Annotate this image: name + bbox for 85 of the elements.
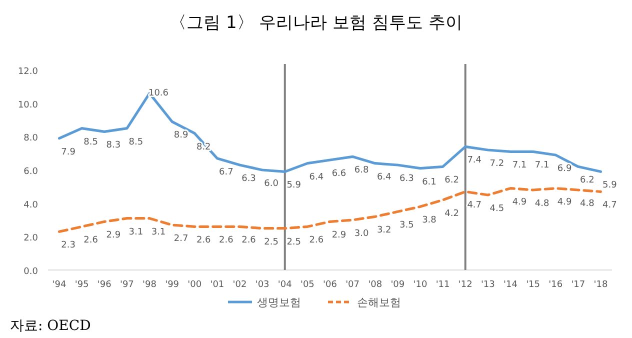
data-label: 6.3: [400, 174, 414, 184]
data-label: 2.6: [219, 236, 234, 246]
data-label: 4.7: [602, 200, 617, 211]
data-label: 3.1: [128, 227, 144, 238]
data-label: 8.3: [106, 140, 121, 151]
legend-label: 손해보험: [357, 296, 401, 309]
data-label: 6.7: [219, 167, 234, 178]
y-tick-label: 4.0: [24, 200, 38, 210]
data-label: 6.9: [557, 164, 572, 174]
y-tick-label: 0.0: [24, 267, 38, 277]
data-label: 2.6: [309, 236, 324, 246]
data-label: 7.9: [61, 147, 76, 158]
data-label: 2.3: [61, 240, 76, 251]
data-label: 6.2: [444, 176, 459, 186]
data-label: 7.1: [512, 160, 527, 171]
data-label: 2.6: [196, 236, 212, 246]
x-tick-label: '17: [571, 280, 586, 290]
legend-label: 생명보험: [257, 296, 301, 309]
data-label: 2.6: [242, 236, 256, 246]
data-label: 5.9: [286, 180, 302, 191]
data-label: 2.5: [286, 237, 302, 248]
data-label: 3.0: [354, 229, 369, 239]
x-tick-label: '08: [368, 280, 382, 290]
x-tick-label: '94: [52, 280, 67, 290]
x-tick-label: '11: [436, 280, 450, 290]
data-label: 6.4: [376, 172, 392, 182]
data-label: 2.7: [174, 234, 188, 244]
data-label: 2.9: [332, 230, 346, 241]
x-tick-label: '09: [390, 280, 405, 290]
y-tick-label: 8.0: [24, 134, 38, 144]
data-label: 4.5: [490, 204, 504, 214]
data-label: 3.2: [376, 226, 392, 236]
data-label: 3.5: [400, 220, 414, 231]
data-label: 8.5: [84, 137, 98, 148]
x-tick-label: '18: [594, 280, 608, 290]
x-tick-label: '14: [504, 280, 518, 290]
data-label: 5.9: [602, 180, 618, 191]
data-label: 4.9: [512, 197, 527, 208]
x-tick-label: '16: [548, 280, 563, 290]
data-label: 7.1: [534, 160, 550, 171]
data-label: 6.8: [354, 166, 369, 176]
data-label: 8.5: [128, 137, 144, 148]
x-tick-label: '03: [255, 280, 270, 290]
x-tick-label: '04: [278, 280, 292, 290]
data-label: 3.8: [422, 216, 437, 226]
data-label: 3.1: [151, 227, 166, 238]
x-tick-label: '98: [142, 280, 157, 290]
x-tick-label: '95: [74, 280, 89, 290]
y-tick-label: 6.0: [24, 167, 38, 177]
data-label: 10.6: [148, 88, 169, 98]
data-label: 6.6: [332, 169, 346, 179]
x-tick-label: '01: [210, 280, 224, 290]
x-tick-label: '06: [323, 280, 338, 290]
x-tick-label: '07: [346, 280, 360, 290]
data-label: 7.4: [467, 156, 482, 166]
data-label: 4.8: [534, 199, 550, 209]
y-tick-label: 2.0: [24, 234, 38, 244]
data-label: 6.3: [242, 174, 256, 184]
data-label: 6.1: [422, 177, 436, 188]
x-tick-label: '12: [458, 280, 472, 290]
data-label: 4.8: [580, 199, 595, 209]
y-tick-label: 12.0: [18, 67, 38, 77]
x-tick-label: '13: [480, 280, 495, 290]
data-label: 8.9: [174, 130, 189, 141]
data-label: 2.9: [106, 230, 121, 241]
x-tick-label: '00: [188, 280, 202, 290]
data-label: 6.2: [580, 176, 594, 186]
y-tick-label: 10.0: [18, 100, 38, 110]
data-label: 6.0: [264, 179, 279, 189]
data-label: 2.6: [84, 236, 98, 246]
x-tick-label: '05: [300, 280, 314, 290]
x-tick-label: '97: [120, 280, 134, 290]
data-label: 7.2: [490, 159, 504, 169]
data-label: 4.2: [444, 209, 459, 219]
x-tick-label: '96: [97, 280, 112, 290]
data-label: 2.5: [264, 237, 278, 248]
text: 자료: OECD: [10, 318, 91, 334]
data-label: 4.7: [467, 200, 482, 211]
x-tick-label: '10: [413, 280, 428, 290]
data-label: 6.4: [309, 172, 324, 182]
chart-title: 〈그림 1〉 우리나라 보험 침투도 추이: [170, 13, 462, 33]
x-tick-label: '15: [526, 280, 540, 290]
x-tick-label: '02: [232, 280, 247, 290]
data-label: 4.9: [557, 197, 572, 208]
x-tick-label: '99: [165, 280, 180, 290]
